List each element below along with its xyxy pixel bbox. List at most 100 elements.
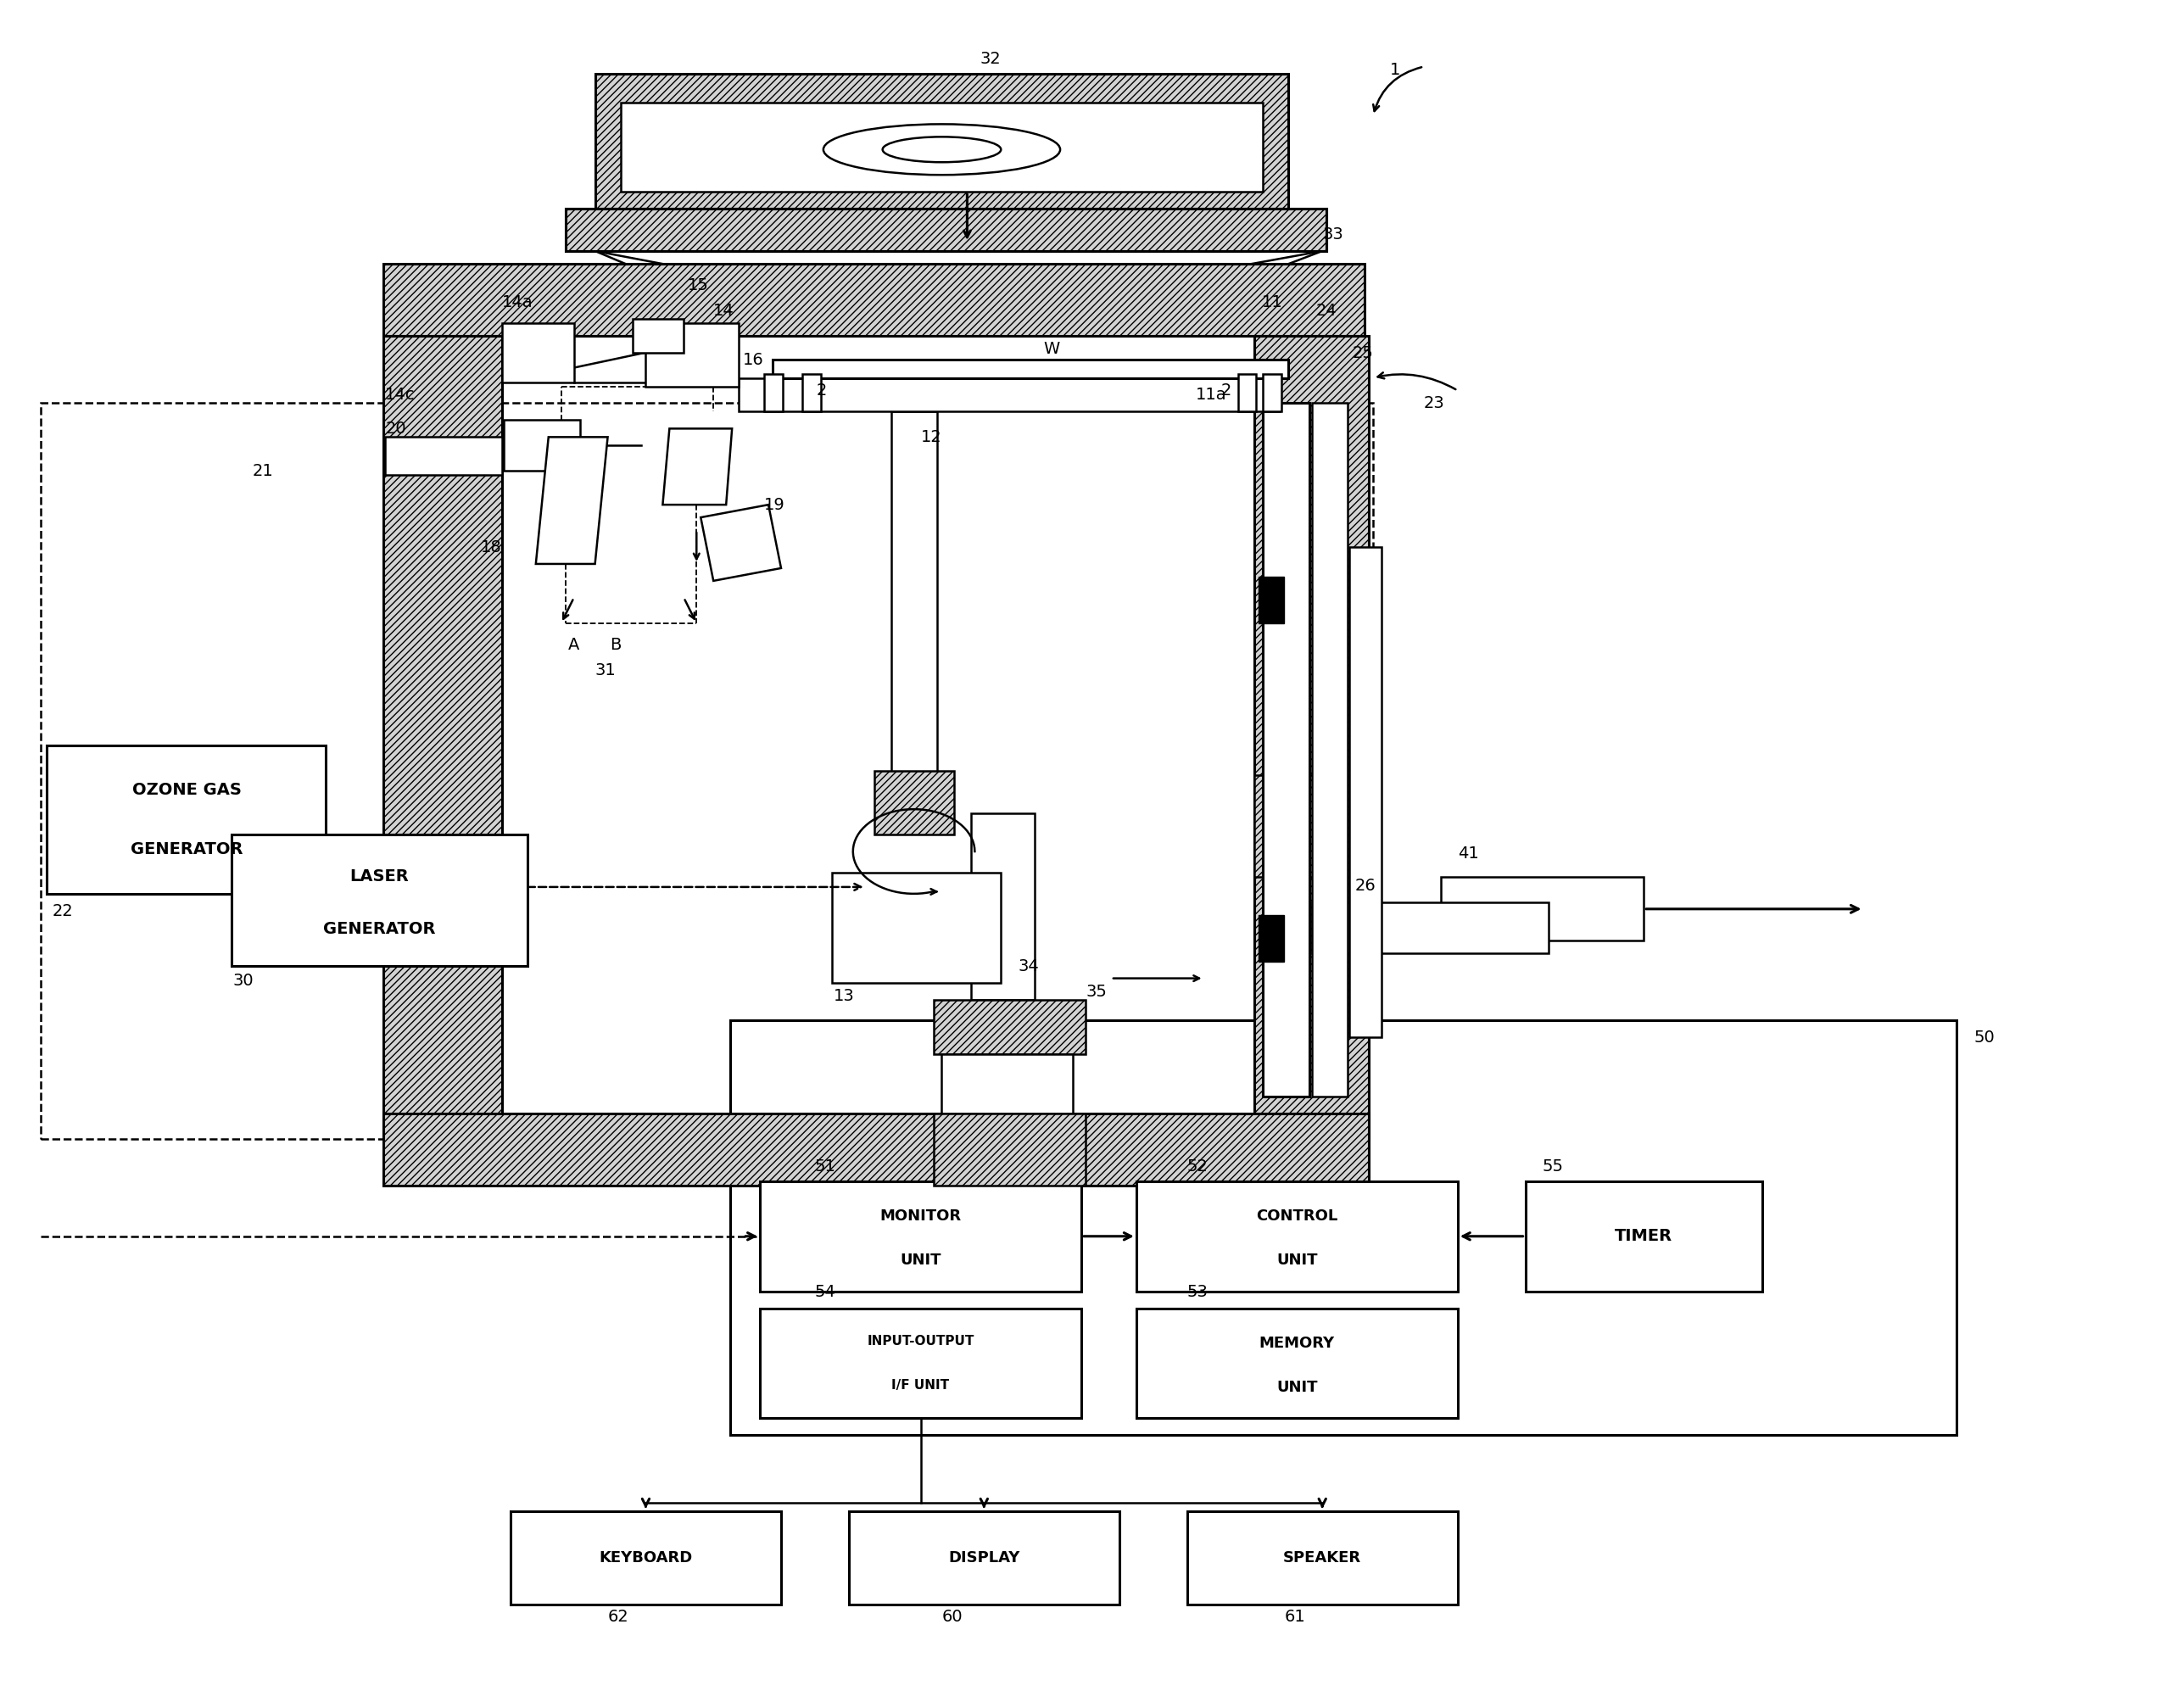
Bar: [634, 319, 684, 352]
Text: LASER: LASER: [350, 868, 409, 885]
Text: 2: 2: [1221, 383, 1232, 400]
Text: 18: 18: [481, 540, 503, 555]
Text: CONTROL: CONTROL: [1256, 1209, 1339, 1225]
Text: GENERATOR: GENERATOR: [322, 921, 435, 938]
Bar: [1313, 403, 1348, 1097]
Text: UNIT: UNIT: [899, 1254, 940, 1267]
Bar: [509, 1512, 782, 1604]
Bar: [503, 420, 579, 471]
Text: 26: 26: [1354, 878, 1376, 893]
Text: 32: 32: [980, 51, 1001, 67]
Text: 21: 21: [253, 463, 274, 480]
Text: A: A: [568, 637, 579, 652]
Bar: [971, 813, 1034, 999]
Text: 1: 1: [1389, 61, 1400, 77]
Bar: [1239, 374, 1256, 412]
Text: MONITOR: MONITOR: [880, 1209, 962, 1225]
Text: 11a: 11a: [1195, 388, 1226, 403]
Text: 54: 54: [814, 1284, 836, 1300]
Bar: [594, 73, 1289, 208]
Bar: [1441, 876, 1644, 941]
Text: I/F UNIT: I/F UNIT: [893, 1378, 949, 1392]
Bar: [1136, 1182, 1459, 1291]
Bar: [1186, 1512, 1459, 1604]
Bar: [738, 377, 1280, 412]
Text: 14c: 14c: [385, 388, 416, 403]
Polygon shape: [536, 437, 607, 564]
Text: KEYBOARD: KEYBOARD: [599, 1549, 692, 1565]
Bar: [801, 374, 821, 412]
Bar: [849, 1512, 1119, 1604]
Text: MEMORY: MEMORY: [1258, 1336, 1335, 1351]
Text: 41: 41: [1459, 845, 1478, 861]
Text: 30: 30: [233, 972, 255, 989]
Text: 62: 62: [607, 1609, 629, 1626]
Bar: [383, 263, 1365, 335]
Polygon shape: [701, 506, 782, 581]
Bar: [773, 359, 1289, 377]
Bar: [934, 1114, 1086, 1185]
Bar: [503, 335, 1254, 1114]
Text: DISPLAY: DISPLAY: [949, 1549, 1019, 1565]
Bar: [41, 403, 1374, 1139]
Bar: [1526, 1182, 1761, 1291]
Text: 51: 51: [814, 1158, 836, 1175]
Bar: [1263, 403, 1311, 1097]
Bar: [383, 335, 503, 1139]
Text: 53: 53: [1186, 1284, 1208, 1300]
Ellipse shape: [823, 125, 1060, 174]
Text: 2: 2: [816, 383, 827, 400]
Bar: [934, 999, 1086, 1054]
Bar: [943, 1054, 1073, 1114]
Text: 25: 25: [1352, 345, 1374, 360]
Text: 33: 33: [1321, 227, 1343, 243]
Bar: [1263, 374, 1282, 412]
Text: 15: 15: [688, 277, 710, 294]
Text: 50: 50: [1975, 1030, 1994, 1045]
Bar: [1254, 335, 1369, 1139]
Bar: [890, 412, 938, 775]
Bar: [647, 323, 738, 386]
Bar: [385, 437, 503, 475]
Text: TIMER: TIMER: [1615, 1228, 1672, 1245]
Bar: [1136, 1308, 1459, 1418]
Text: 52: 52: [1186, 1158, 1208, 1175]
Text: 35: 35: [1086, 984, 1106, 999]
Text: 23: 23: [1424, 396, 1446, 412]
Text: 55: 55: [1541, 1158, 1563, 1175]
Bar: [383, 1114, 1369, 1185]
Text: SPEAKER: SPEAKER: [1282, 1549, 1361, 1565]
Bar: [48, 746, 327, 893]
Text: 19: 19: [764, 497, 786, 512]
Text: GENERATOR: GENERATOR: [131, 842, 242, 857]
Bar: [1350, 547, 1382, 1037]
Bar: [760, 1308, 1082, 1418]
Bar: [620, 102, 1263, 191]
Text: 14a: 14a: [503, 294, 533, 311]
Text: UNIT: UNIT: [1276, 1380, 1317, 1395]
Ellipse shape: [882, 137, 1001, 162]
Bar: [503, 323, 575, 383]
Text: 20: 20: [385, 420, 407, 437]
Text: 12: 12: [921, 429, 943, 446]
Bar: [566, 208, 1326, 251]
Text: W: W: [1043, 340, 1060, 357]
Polygon shape: [662, 429, 731, 506]
Text: OZONE GAS: OZONE GAS: [133, 782, 242, 798]
Text: 61: 61: [1284, 1609, 1306, 1626]
Bar: [231, 835, 527, 965]
Text: B: B: [610, 637, 623, 652]
Text: 31: 31: [594, 663, 616, 678]
Text: 34: 34: [1019, 958, 1038, 974]
Text: 60: 60: [943, 1609, 962, 1626]
Text: 22: 22: [52, 904, 74, 919]
Text: 13: 13: [834, 987, 856, 1004]
Bar: [764, 374, 784, 412]
Bar: [832, 873, 1001, 982]
Text: 11: 11: [1260, 294, 1282, 311]
Bar: [875, 770, 954, 835]
Text: 14: 14: [714, 302, 734, 319]
Text: 24: 24: [1315, 302, 1337, 319]
Bar: [566, 208, 1326, 251]
Text: UNIT: UNIT: [1276, 1254, 1317, 1267]
